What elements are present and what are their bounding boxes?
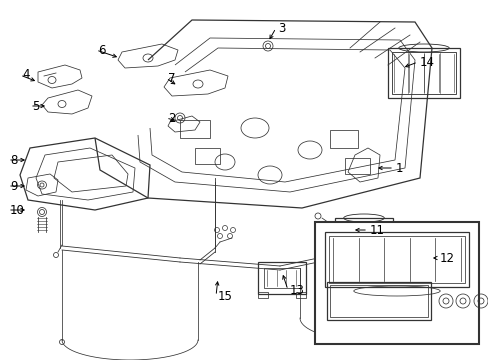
Bar bbox=[325, 232, 468, 287]
Text: 11: 11 bbox=[369, 224, 384, 237]
Bar bbox=[295, 292, 305, 298]
Bar bbox=[329, 285, 427, 317]
Text: 8: 8 bbox=[10, 153, 18, 166]
Bar bbox=[314, 222, 478, 344]
Text: 15: 15 bbox=[218, 289, 232, 302]
Bar bbox=[264, 268, 299, 288]
Text: 14: 14 bbox=[419, 55, 434, 68]
Text: 1: 1 bbox=[395, 162, 403, 175]
Bar bbox=[329, 130, 357, 148]
Bar bbox=[338, 222, 388, 254]
Text: 5: 5 bbox=[32, 99, 40, 112]
Text: 12: 12 bbox=[439, 252, 454, 265]
Text: 10: 10 bbox=[10, 203, 25, 216]
Bar bbox=[195, 148, 220, 164]
Bar bbox=[391, 52, 455, 94]
Text: 7: 7 bbox=[168, 72, 175, 85]
Text: 2: 2 bbox=[168, 112, 175, 125]
Bar bbox=[328, 236, 464, 283]
Bar bbox=[334, 218, 392, 258]
Bar bbox=[258, 262, 305, 294]
Text: 6: 6 bbox=[98, 44, 105, 57]
Bar bbox=[387, 48, 459, 98]
Bar bbox=[345, 158, 369, 174]
Bar bbox=[258, 292, 267, 298]
Bar bbox=[326, 282, 430, 320]
Text: 9: 9 bbox=[10, 180, 18, 193]
Text: 4: 4 bbox=[22, 68, 29, 81]
Text: 3: 3 bbox=[278, 22, 285, 35]
Text: 13: 13 bbox=[289, 284, 304, 297]
Bar bbox=[180, 120, 209, 138]
